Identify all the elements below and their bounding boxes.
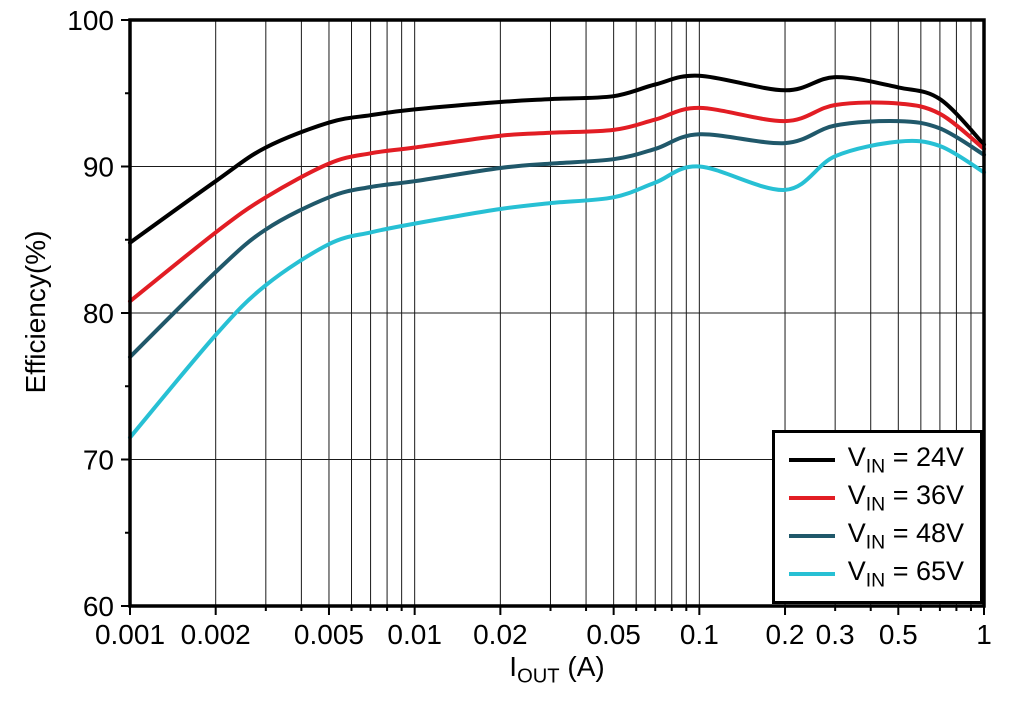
x-axis-title: IOUT (A) [130, 651, 984, 689]
series-line-3 [128, 118, 986, 359]
legend-line-swatch [788, 534, 835, 538]
legend-line-swatch [788, 458, 835, 462]
tick-labels: 60 70 80 90 100 0.001 0.002 0.005 0.01 0.02 0.05 0.… [67, 5, 992, 650]
x-tick-label: 0.1 [680, 619, 719, 650]
legend-label-subscript: IN [865, 531, 886, 554]
x-tick-label: 0.001 [95, 619, 165, 650]
legend: VIN = 24V VIN = 36V VIN = 48V VIN = 65V [771, 430, 983, 604]
legend-label-subscript: IN [865, 569, 886, 592]
legend-line-swatch [788, 572, 835, 576]
series-line-4 [128, 138, 986, 440]
x-tick-label: 0.05 [586, 619, 641, 650]
x-axis-title-symbol: I [509, 651, 518, 682]
x-tick-label: 0.5 [879, 619, 918, 650]
legend-label-symbol: V [847, 555, 866, 586]
legend-label-subscript: IN [865, 493, 886, 516]
y-tick-label: 90 [83, 152, 114, 183]
x-tick-label: 0.005 [294, 619, 364, 650]
y-tick-label: 60 [83, 591, 114, 622]
legend-item: VIN = 65V [788, 555, 964, 593]
legend-label-subscript: IN [865, 455, 886, 478]
series-lines [128, 73, 986, 440]
legend-label-symbol: V [847, 479, 866, 510]
y-axis-title: Efficiency(%) [20, 230, 51, 394]
x-axis-title-subscript: OUT [517, 665, 560, 688]
legend-line-swatch [788, 496, 835, 500]
legend-label-symbol: V [847, 441, 866, 472]
legend-label-symbol: V [847, 517, 866, 548]
series-line-2 [128, 100, 986, 304]
legend-label-value: = 36V [885, 479, 964, 510]
x-tick-label: 0.2 [766, 619, 805, 650]
legend-label: VIN = 65V [848, 556, 964, 592]
y-tick-label: 100 [67, 5, 114, 36]
y-tick-label: 70 [83, 445, 114, 476]
legend-label: VIN = 36V [848, 480, 964, 516]
legend-label-value: = 24V [885, 441, 964, 472]
x-axis-title-unit: (A) [559, 651, 605, 682]
legend-label-value: = 48V [885, 517, 964, 548]
x-tick-label: 0.02 [473, 619, 528, 650]
legend-label: VIN = 48V [848, 518, 964, 554]
legend-item: VIN = 48V [788, 517, 964, 555]
y-tick-label: 80 [83, 298, 114, 329]
x-tick-label: 1 [976, 619, 992, 650]
x-tick-label: 0.002 [181, 619, 251, 650]
legend-item: VIN = 36V [788, 479, 964, 517]
legend-label-value: = 65V [885, 555, 964, 586]
legend-label: VIN = 24V [848, 442, 964, 478]
legend-item: VIN = 24V [788, 441, 964, 479]
x-tick-label: 0.3 [816, 619, 855, 650]
x-tick-label: 0.01 [387, 619, 442, 650]
series-line-1 [128, 73, 986, 245]
plot-border [128, 18, 986, 608]
